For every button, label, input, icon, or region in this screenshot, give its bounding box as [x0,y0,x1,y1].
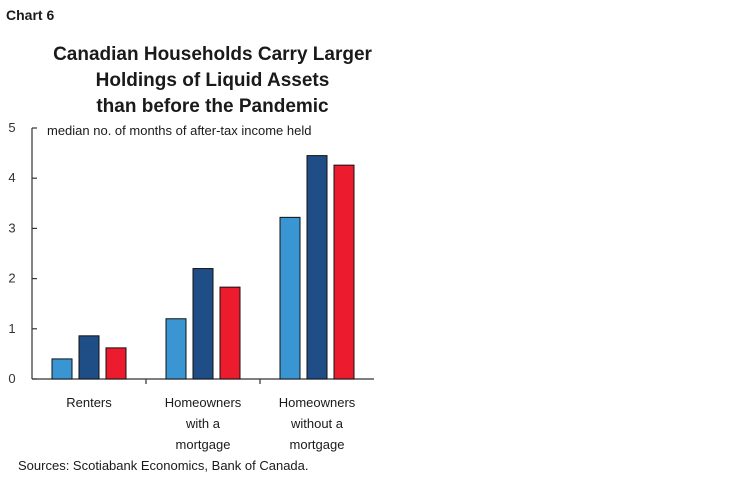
chart-title-line-2: Holdings of Liquid Assets [95,70,330,91]
y-tick-label: 5 [8,120,15,135]
source-note: Sources: Scotiabank Economics, Bank of C… [18,458,309,473]
bar [105,347,127,380]
x-category-label: Homeowners [165,395,242,410]
chart-title-line-3: than before the Pandemic [96,96,329,117]
y-tick-label: 2 [8,271,15,286]
x-category-label: Homeowners [279,395,356,410]
y-tick-label: 3 [8,220,15,235]
x-category-label: mortgage [290,437,345,452]
bar [192,268,214,380]
x-category-label: mortgage [176,437,231,452]
bar [51,358,73,380]
chart-title: Canadian Households Carry Larger Holding… [20,42,405,120]
chart-label: Chart 6 [6,7,55,23]
bar [333,164,355,380]
bar [219,286,241,380]
y-tick-label: 0 [8,371,15,386]
bar [78,335,100,380]
x-category-label: Renters [66,395,112,410]
y-tick-label: 1 [8,321,15,336]
bar [279,216,301,380]
y-axis-label: median no. of months of after-tax income… [47,123,312,138]
y-tick-label: 4 [8,170,15,185]
bar [306,155,328,380]
x-category-label: with a [185,416,221,431]
bar [165,318,187,380]
x-category-label: without a [290,416,344,431]
chart-title-line-1: Canadian Households Carry Larger [53,44,372,65]
